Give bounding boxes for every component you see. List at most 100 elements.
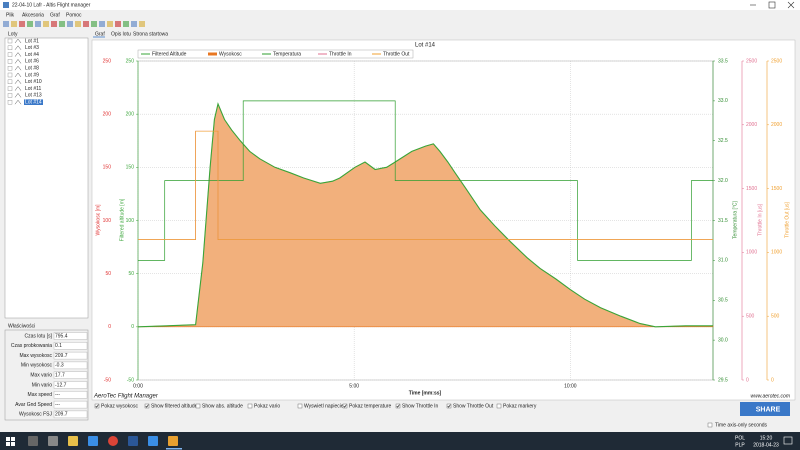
toolbar-button[interactable]	[3, 21, 9, 27]
tree-item[interactable]: Lot #6	[25, 59, 39, 65]
tree-item[interactable]: Lot #8	[25, 66, 39, 72]
property-label: Avar Gnd Speed	[15, 402, 52, 408]
toolbar-button[interactable]	[67, 21, 73, 27]
tree-expander[interactable]	[7, 72, 13, 78]
maximize[interactable]	[768, 1, 776, 9]
tree-item[interactable]: Lot #3	[25, 45, 39, 51]
tree-expander[interactable]	[7, 38, 13, 44]
taskbar-app[interactable]	[148, 436, 158, 446]
menu-item[interactable]: Plik	[6, 12, 15, 18]
legend	[137, 49, 414, 59]
taskbar-app[interactable]	[88, 436, 98, 446]
checkbox[interactable]	[446, 403, 452, 409]
tree-expander[interactable]	[7, 99, 13, 105]
checkbox-label[interactable]: Wyswietl napiecie	[304, 404, 344, 410]
checkbox[interactable]	[395, 403, 401, 409]
toolbar-button[interactable]	[35, 21, 41, 27]
toolbar-button[interactable]	[123, 21, 129, 27]
menu-item[interactable]: Graf	[50, 12, 60, 18]
tree-item[interactable]: Lot #4	[25, 52, 39, 58]
menu-item[interactable]: Akcesoria	[22, 12, 44, 18]
tab[interactable]: Strona startowa	[133, 31, 168, 37]
checkbox[interactable]	[297, 403, 303, 409]
checkbox-label[interactable]: Pokaz vario	[254, 404, 280, 410]
y-tick-label: 33.0	[718, 98, 728, 104]
toolbar-button[interactable]	[139, 21, 145, 27]
toolbar-button[interactable]	[43, 21, 49, 27]
checkbox-label[interactable]: Show Throttle In	[402, 404, 439, 410]
checkbox-label[interactable]: Show abs. altitude	[202, 404, 243, 410]
tree-icon	[14, 92, 22, 98]
checkbox[interactable]	[707, 422, 713, 428]
taskbar-app[interactable]	[48, 436, 58, 446]
checkbox[interactable]	[342, 403, 348, 409]
brand: AeroTec Flight Manager	[93, 394, 159, 400]
notification-icon[interactable]	[783, 436, 793, 445]
tree-item[interactable]: Lot #9	[25, 72, 39, 78]
toolbar-button[interactable]	[107, 21, 113, 27]
tree-item[interactable]: Lot #10	[25, 79, 42, 85]
toolbar-button[interactable]	[131, 21, 137, 27]
property-label: Max vario	[30, 373, 52, 379]
toolbar-button[interactable]	[91, 21, 97, 27]
checkbox[interactable]	[94, 403, 100, 409]
taskbar-app[interactable]	[128, 436, 138, 446]
share-label: SHARE	[756, 406, 781, 413]
share-button[interactable]	[740, 402, 790, 416]
y-tick-label: 30.5	[718, 298, 728, 304]
checkmark	[447, 404, 451, 408]
start-button[interactable]	[6, 437, 15, 446]
tab[interactable]: Opis lotu	[111, 31, 131, 37]
tree-expander[interactable]	[7, 52, 13, 57]
y-tick-label: 2500	[771, 58, 782, 64]
y-tick-label: 250	[103, 58, 112, 64]
y-tick-label: 150	[103, 165, 112, 171]
checkmark	[343, 404, 347, 408]
tree-expander[interactable]	[7, 86, 13, 91]
toolbar-button[interactable]	[51, 21, 57, 27]
tree-item[interactable]: Lot #13	[25, 93, 42, 99]
checkbox[interactable]	[144, 403, 150, 409]
property-box	[53, 400, 88, 409]
tree-expander[interactable]	[7, 45, 13, 50]
toolbar-button[interactable]	[83, 21, 89, 27]
tree-item[interactable]: Lot #11	[25, 86, 42, 92]
checkbox[interactable]	[247, 403, 253, 409]
toolbar-button[interactable]	[75, 21, 81, 27]
y-tick-label: 1000	[746, 250, 757, 256]
tree-expander[interactable]	[7, 65, 13, 71]
tree-item[interactable]: Lot #1	[25, 38, 39, 44]
url: www.aerotec.com	[751, 393, 790, 399]
taskbar-app[interactable]	[28, 436, 38, 446]
toolbar-button[interactable]	[115, 21, 121, 27]
checkbox-label[interactable]: Pokaz markery	[503, 404, 537, 410]
y-tick-label: 0	[108, 324, 111, 330]
toolbar-button[interactable]	[11, 21, 17, 27]
checkbox-label[interactable]: Time axis-only seconds	[715, 423, 768, 429]
tree-item[interactable]: Lot #14	[25, 100, 42, 106]
y-tick-label: 31.5	[718, 218, 728, 224]
taskbar-app[interactable]	[108, 436, 118, 446]
tree-expander[interactable]	[7, 59, 13, 64]
checkbox-label[interactable]: Pokaz temperature	[349, 404, 391, 410]
toolbar-button[interactable]	[27, 21, 33, 27]
checkbox-label[interactable]: Show filtered altitude	[151, 404, 198, 410]
tab[interactable]: Graf	[95, 31, 105, 37]
taskbar-app[interactable]	[168, 436, 178, 446]
checkbox[interactable]	[496, 403, 502, 409]
menu-item[interactable]: Pomoc	[66, 12, 82, 18]
checkbox-label[interactable]: Show Throttle Out	[453, 404, 494, 410]
checkbox-label[interactable]: Pokaz wysokosc	[101, 404, 138, 410]
properties-title: Właściwości	[8, 323, 35, 329]
toolbar-button[interactable]	[19, 21, 25, 27]
toolbar-button[interactable]	[59, 21, 65, 27]
tree-expander[interactable]	[7, 79, 13, 85]
close[interactable]	[787, 1, 795, 9]
y-tick-label: 33.5	[718, 58, 728, 64]
tree-expander[interactable]	[7, 93, 13, 98]
toolbar-button[interactable]	[99, 21, 105, 27]
checkbox[interactable]	[195, 403, 201, 409]
checkmark	[95, 404, 99, 408]
y-tick-label: 32.0	[718, 178, 728, 184]
taskbar-app[interactable]	[68, 436, 78, 446]
